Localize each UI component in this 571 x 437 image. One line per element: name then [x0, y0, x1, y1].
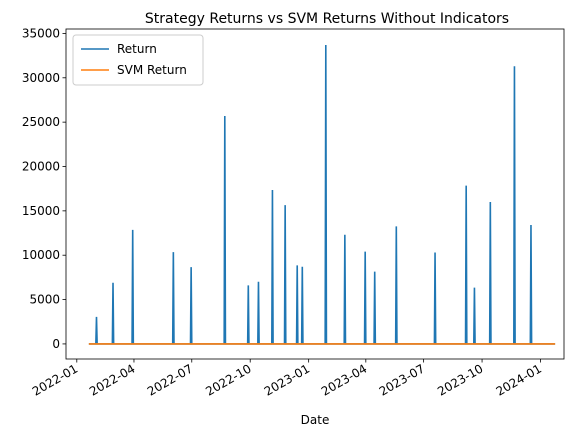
- y-tick-label: 30000: [22, 71, 60, 85]
- y-tick-label: 20000: [22, 160, 60, 174]
- plot-frame: [65, 28, 565, 360]
- y-tick-label: 0: [52, 337, 60, 351]
- chart-title: Strategy Returns vs SVM Returns Without …: [145, 11, 509, 27]
- y-tick-label: 5000: [29, 293, 60, 307]
- legend: Return SVM Return: [72, 34, 204, 86]
- y-tick-label: 15000: [22, 204, 60, 218]
- y-tick-label: 35000: [22, 26, 60, 40]
- legend-label-0: Return: [117, 42, 157, 56]
- y-axis: 0 5000 10000 15000 20000 25000 30000 35000: [22, 26, 66, 351]
- legend-label-1: SVM Return: [117, 63, 187, 77]
- series-line-0: [88, 44, 556, 345]
- x-axis-label: Date: [301, 413, 330, 427]
- y-tick-label: 10000: [22, 248, 60, 262]
- series-layer: [88, 44, 556, 345]
- y-tick-label: 25000: [22, 115, 60, 129]
- legend-box: [72, 34, 204, 86]
